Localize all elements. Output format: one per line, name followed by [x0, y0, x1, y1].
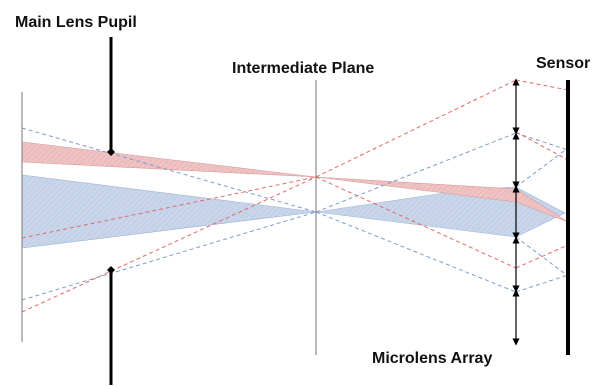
blue-bundle-right	[315, 186, 566, 238]
pupil-lower-marker	[107, 266, 115, 274]
blue-rays	[21, 127, 569, 301]
red-bundle-left	[21, 141, 317, 178]
intermediate-plane-label: Intermediate Plane	[232, 60, 374, 77]
sensor-label: Sensor	[536, 55, 590, 72]
microlens-array-label: Microlens Array	[372, 350, 492, 367]
blue-light-bundle	[21, 174, 566, 249]
pupil-upper-marker	[107, 148, 115, 156]
main-lens-pupil-label: Main Lens Pupil	[15, 14, 137, 31]
red-rays	[21, 79, 569, 313]
